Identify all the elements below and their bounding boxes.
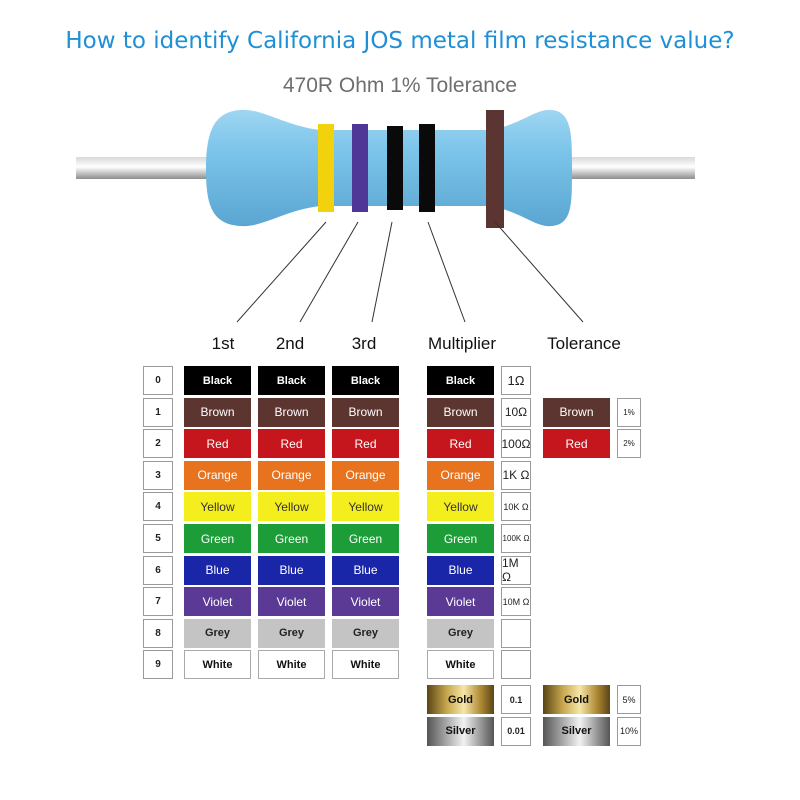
digit-cell: 6 bbox=[143, 555, 173, 585]
band-cell-1st: Red bbox=[184, 429, 251, 459]
band-1st bbox=[318, 124, 334, 212]
band-tolerance bbox=[486, 110, 504, 228]
band-cell-multiplier: Green bbox=[427, 524, 494, 553]
band-cell-3rd: Yellow bbox=[332, 492, 399, 522]
band-3rd bbox=[387, 126, 403, 210]
band-cell-2nd: Yellow bbox=[258, 492, 325, 522]
band-cell-3rd: Green bbox=[332, 524, 399, 553]
multiplier-value-cell: 1M Ω bbox=[501, 555, 531, 585]
tolerance-value-cell: 2% bbox=[617, 429, 641, 459]
band-cell-3rd: Orange bbox=[332, 460, 399, 490]
band-cell-multiplier-gold: Gold bbox=[427, 685, 494, 714]
tolerance-band-cell: Brown bbox=[543, 397, 610, 427]
digit-cell: 3 bbox=[143, 460, 173, 490]
band-cell-3rd: White bbox=[332, 650, 399, 680]
band-cell-2nd: Blue bbox=[258, 555, 325, 585]
band-cell-multiplier-silver: Silver bbox=[427, 716, 494, 746]
multiplier-value-cell: 10M Ω bbox=[501, 587, 531, 617]
tolerance-band-cell-gold: Gold bbox=[543, 685, 610, 714]
band-cell-1st: Grey bbox=[184, 618, 251, 648]
band-cell-1st: Orange bbox=[184, 460, 251, 490]
leader-line-2nd bbox=[299, 221, 359, 323]
multiplier-value-cell: 100K Ω bbox=[501, 524, 531, 553]
digit-cell: 7 bbox=[143, 587, 173, 617]
digit-cell: 0 bbox=[143, 366, 173, 395]
band-cell-2nd: Violet bbox=[258, 587, 325, 617]
band-cell-1st: Violet bbox=[184, 587, 251, 617]
leader-line-3rd bbox=[371, 221, 393, 323]
band-cell-3rd: Grey bbox=[332, 618, 399, 648]
digit-cell: 1 bbox=[143, 397, 173, 427]
band-cell-multiplier: Grey bbox=[427, 618, 494, 648]
multiplier-value-cell bbox=[501, 618, 531, 648]
band-cell-1st: Brown bbox=[184, 397, 251, 427]
leader-line-1st bbox=[236, 221, 327, 323]
multiplier-value-cell: 0.01 bbox=[501, 716, 531, 746]
band-cell-3rd: Red bbox=[332, 429, 399, 459]
page-title: How to identify California JOS metal fil… bbox=[65, 28, 735, 54]
band-cell-multiplier: Yellow bbox=[427, 492, 494, 522]
band-cell-2nd: Black bbox=[258, 366, 325, 395]
band-cell-multiplier: White bbox=[427, 650, 494, 680]
band-cell-2nd: Red bbox=[258, 429, 325, 459]
digit-cell: 2 bbox=[143, 429, 173, 459]
tolerance-value-cell: 1% bbox=[617, 397, 641, 427]
band-cell-1st: White bbox=[184, 650, 251, 680]
band-cell-1st: Green bbox=[184, 524, 251, 553]
right-lead bbox=[565, 157, 695, 179]
left-lead bbox=[76, 157, 216, 179]
tolerance-band-cell: Red bbox=[543, 429, 610, 459]
column-header-tolerance: Tolerance bbox=[547, 334, 621, 353]
band-cell-multiplier: Blue bbox=[427, 555, 494, 585]
band-cell-multiplier: Red bbox=[427, 429, 494, 459]
resistor-value-caption: 470R Ohm 1% Tolerance bbox=[282, 74, 518, 97]
column-header-3rd: 3rd bbox=[351, 334, 377, 353]
multiplier-value-cell: 10Ω bbox=[501, 397, 531, 427]
band-cell-3rd: Brown bbox=[332, 397, 399, 427]
band-cell-multiplier: Black bbox=[427, 366, 494, 395]
multiplier-value-cell: 1Ω bbox=[501, 366, 531, 395]
tolerance-band-cell-silver: Silver bbox=[543, 716, 610, 746]
band-cell-2nd: White bbox=[258, 650, 325, 680]
band-2nd bbox=[352, 124, 368, 212]
digit-cell: 8 bbox=[143, 618, 173, 648]
band-cell-2nd: Brown bbox=[258, 397, 325, 427]
band-cell-3rd: Blue bbox=[332, 555, 399, 585]
band-cell-3rd: Violet bbox=[332, 587, 399, 617]
band-cell-1st: Black bbox=[184, 366, 251, 395]
band-cell-multiplier: Orange bbox=[427, 460, 494, 490]
leader-line-tolerance bbox=[494, 221, 584, 323]
band-cell-2nd: Green bbox=[258, 524, 325, 553]
multiplier-value-cell: 1K Ω bbox=[501, 460, 531, 490]
resistor-illustration bbox=[76, 109, 695, 323]
column-header-2nd: 2nd bbox=[275, 334, 305, 353]
tolerance-value-cell: 10% bbox=[617, 716, 641, 746]
band-cell-1st: Yellow bbox=[184, 492, 251, 522]
digit-cell: 5 bbox=[143, 524, 173, 553]
band-multiplier bbox=[419, 124, 435, 212]
leader-line-multiplier bbox=[427, 221, 466, 323]
tolerance-value-cell: 5% bbox=[617, 685, 641, 714]
band-cell-2nd: Grey bbox=[258, 618, 325, 648]
digit-cell: 9 bbox=[143, 650, 173, 680]
column-header-multiplier: Multiplier bbox=[427, 334, 497, 353]
band-cell-multiplier: Brown bbox=[427, 397, 494, 427]
digit-cell: 4 bbox=[143, 492, 173, 522]
column-header-1st: 1st bbox=[211, 334, 235, 353]
band-cell-multiplier: Violet bbox=[427, 587, 494, 617]
band-cell-1st: Blue bbox=[184, 555, 251, 585]
multiplier-value-cell: 0.1 bbox=[501, 685, 531, 714]
multiplier-value-cell: 10K Ω bbox=[501, 492, 531, 522]
band-cell-3rd: Black bbox=[332, 366, 399, 395]
band-cell-2nd: Orange bbox=[258, 460, 325, 490]
multiplier-value-cell: 100Ω bbox=[501, 429, 531, 459]
multiplier-value-cell bbox=[501, 650, 531, 680]
